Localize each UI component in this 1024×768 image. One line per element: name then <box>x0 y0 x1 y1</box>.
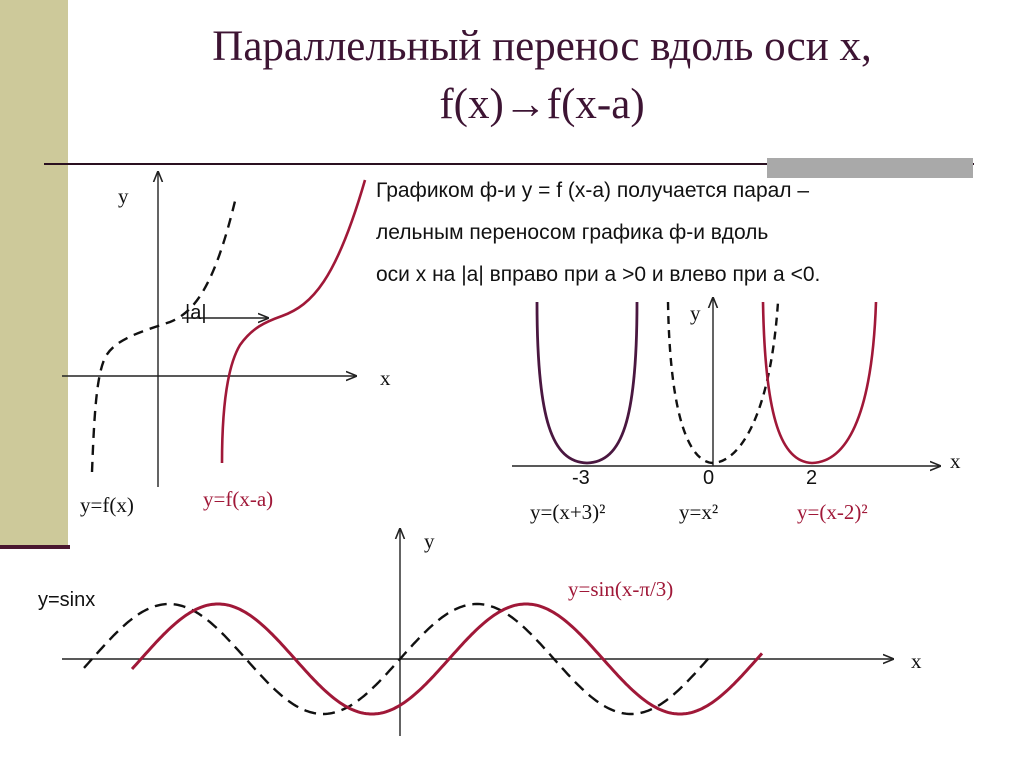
fig2-curve-mid <box>666 301 780 465</box>
fig2-left-label: y=(x+3)² <box>530 500 605 524</box>
fig1-curve-original <box>90 196 238 473</box>
fig2-x-label: x <box>950 449 961 473</box>
title-line-2: f(x)→f(x-a) <box>439 81 645 128</box>
fig1-original-label: y=f(x) <box>80 493 134 517</box>
fig2-curve-right <box>761 301 878 465</box>
fig1-curve-shifted <box>220 179 367 464</box>
figure1: y x |a| y=f(x) y=f(x-a) <box>62 172 391 517</box>
fig2-mid-label: y=x² <box>679 500 718 524</box>
slide-title: Параллельный перенос вдоль оси х, f(x)→f… <box>60 18 1024 134</box>
side-rule <box>0 545 70 549</box>
description-line-2: лельным переносом графика ф-и вдоль <box>376 221 769 244</box>
description-line-1: Графиком ф-и у = f (х-а) получается пара… <box>376 179 810 202</box>
fig1-y-label: y <box>118 184 129 208</box>
title-divider <box>44 163 974 165</box>
fig3-sin-original <box>83 602 713 716</box>
figure2: y x -3 0 2 y=(x+3)² y=x² y=(x-2)² <box>512 298 961 524</box>
fig2-curve-left <box>535 301 639 465</box>
fig2-tick: 2 <box>806 467 817 489</box>
fig1-x-label: x <box>380 366 391 390</box>
fig2-tick: -3 <box>572 467 590 489</box>
fig3-x-label: x <box>911 649 922 673</box>
title-line-1: Параллельный перенос вдоль оси х, <box>212 23 872 70</box>
description-line-3: оси х на |а| вправо при а >0 и влево при… <box>376 263 821 286</box>
figure3: y x y=sinx y=sin(x-π/3) <box>38 529 922 736</box>
fig1-shift-label: |a| <box>185 302 207 324</box>
description: Графиком ф-и у = f (х-а) получается пара… <box>376 170 996 296</box>
fig3-y-label: y <box>424 529 435 553</box>
fig2-tick: 0 <box>703 467 714 489</box>
fig2-right-label: y=(x-2)² <box>797 500 868 524</box>
fig3-original-label: y=sinx <box>38 589 95 611</box>
fig2-y-label: y <box>690 301 701 325</box>
fig3-sin-shifted <box>130 602 764 716</box>
side-band <box>0 0 68 545</box>
gray-accent-bar <box>767 158 973 178</box>
fig1-shifted-label: y=f(x-a) <box>203 487 273 511</box>
fig3-shifted-label: y=sin(x-π/3) <box>568 577 673 601</box>
